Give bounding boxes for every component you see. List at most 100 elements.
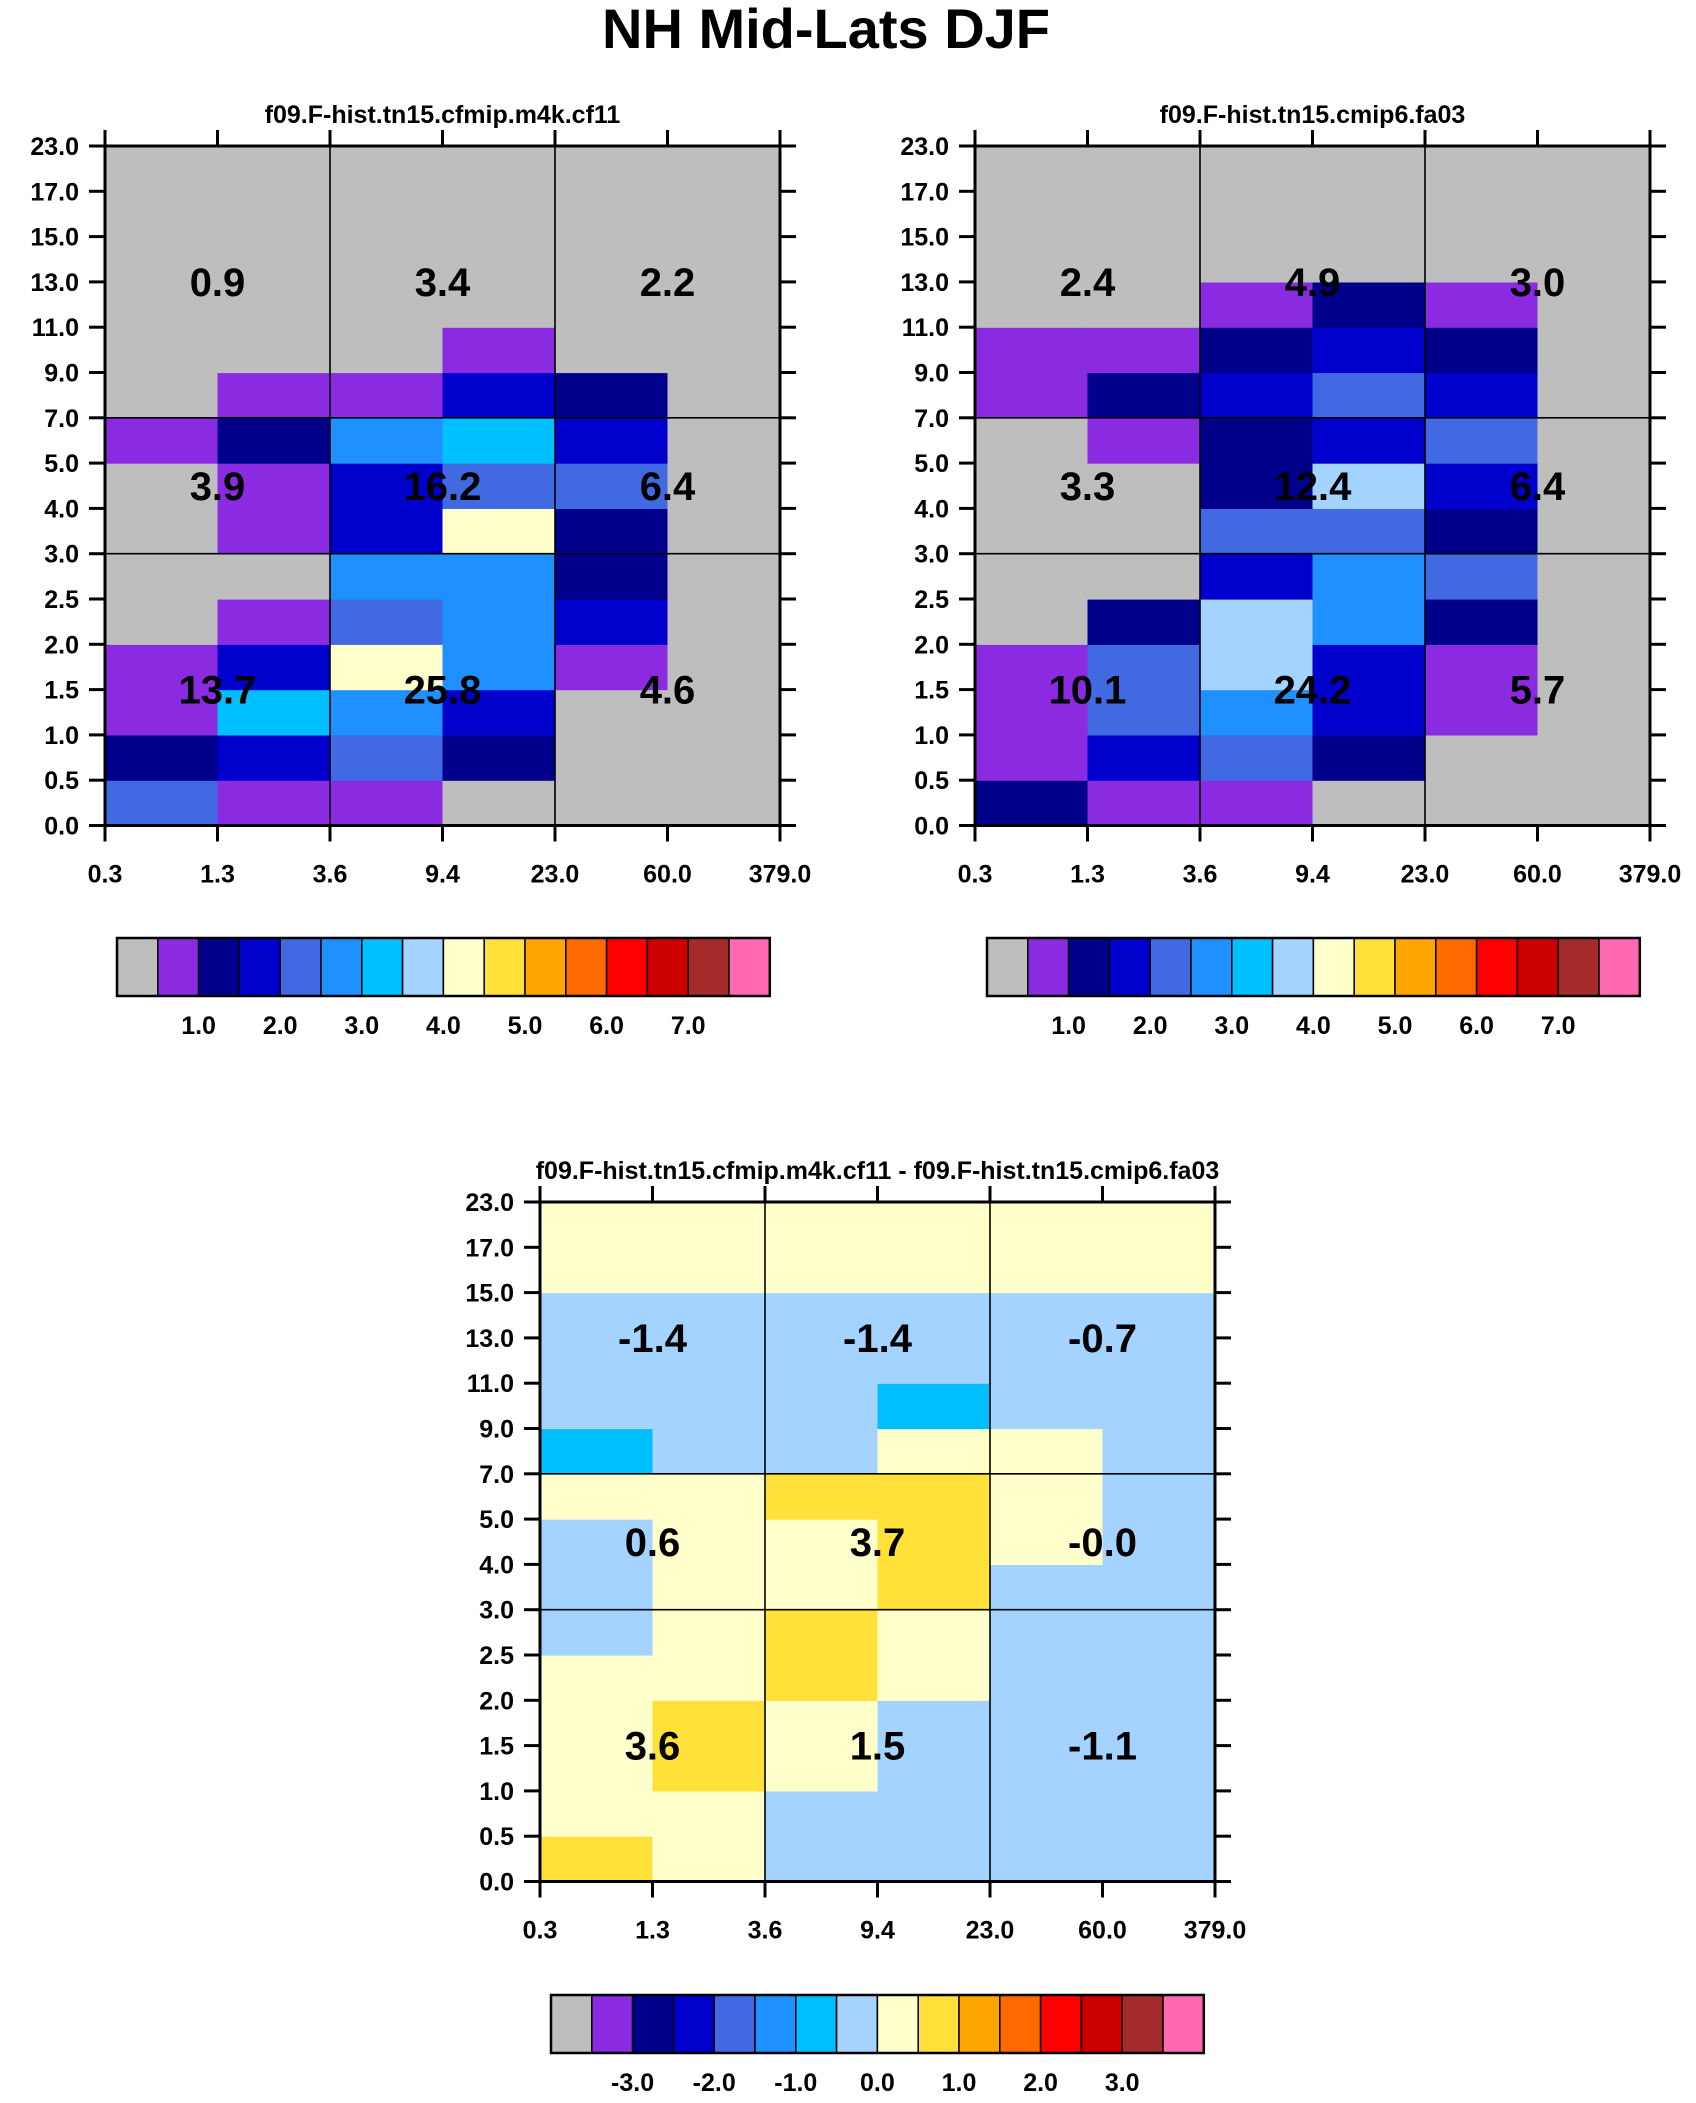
y-tick-label: 9.0 <box>479 1416 514 1444</box>
colorbar-swatch <box>1475 937 1519 997</box>
heatmap-cell <box>330 372 444 419</box>
group-value-label: 2.4 <box>1060 261 1116 305</box>
heatmap-cell <box>990 1790 1104 1837</box>
heatmap-cell <box>1537 508 1651 555</box>
heatmap-cell <box>975 281 1089 328</box>
heatmap-cell <box>1537 146 1651 192</box>
heatmap-cell <box>990 1564 1104 1611</box>
colorbar-frame <box>115 936 772 998</box>
y-tick-label: 2.0 <box>479 1687 514 1715</box>
group-value-label: 10.1 <box>1049 669 1127 713</box>
heatmap-cell <box>1200 281 1314 328</box>
y-tick-label: 1.5 <box>914 677 949 705</box>
heatmap-cell <box>1102 1564 1216 1611</box>
group-value-label: 0.6 <box>625 1521 681 1565</box>
y-tick-label: 5.0 <box>479 1506 514 1534</box>
heatmap-cell <box>540 1247 654 1294</box>
heatmap-cell <box>442 780 556 827</box>
group-value-label: -1.4 <box>618 1317 688 1361</box>
heatmap-cell <box>330 553 444 600</box>
heatmap-cell <box>105 372 219 419</box>
heatmap-cell <box>990 1836 1104 1883</box>
heatmap-cell <box>105 780 219 827</box>
heatmap-cell <box>1200 146 1314 192</box>
heatmap-cell <box>540 1383 654 1430</box>
heatmap-cell <box>975 327 1089 374</box>
heatmap-cell <box>1425 191 1539 238</box>
colorbar-swatch <box>442 937 485 997</box>
heatmap-cell <box>555 780 669 827</box>
heatmap-cell <box>765 1292 879 1339</box>
x-tick-label: 23.0 <box>966 1917 1015 1945</box>
colorbar-frame <box>985 936 1642 998</box>
colorbar-label: -2.0 <box>693 2069 736 2097</box>
group-value-label: 3.6 <box>625 1725 681 1769</box>
colorbar: 1.0 2.0 3.0 4.0 5.0 6.0 7.0 <box>985 936 1642 1040</box>
colorbar-label: 5.0 <box>508 1012 543 1040</box>
heatmap-cell <box>330 236 444 283</box>
y-tick-label: 15.0 <box>30 224 79 252</box>
heatmap-cell <box>652 1292 766 1339</box>
heatmap-cell <box>540 1519 654 1565</box>
colorbar-label: 2.0 <box>1133 1012 1168 1040</box>
x-tick-label: 60.0 <box>1513 861 1562 889</box>
colorbar-swatch <box>754 1994 797 2054</box>
colorbar-label: 1.0 <box>942 2069 977 2097</box>
colorbar-swatch <box>197 937 241 997</box>
heatmap-cell <box>1102 1247 1216 1294</box>
colorbar-swatch <box>646 937 689 997</box>
group-value-label: 0.9 <box>190 261 246 305</box>
heatmap-cell <box>765 1790 879 1837</box>
heatmap-cell <box>1087 146 1201 192</box>
y-tick-label: 0.5 <box>914 767 949 795</box>
heatmap-cell <box>105 463 219 509</box>
heatmap-cell <box>442 417 556 464</box>
heatmap-cell <box>877 1790 991 1837</box>
heatmap-cell <box>667 734 781 781</box>
heatmap-cell <box>1200 463 1314 509</box>
heatmap-panel-2: f09.F-hist.tn15.cmip6.fa03 0.0 0.5 1.0 1.5 2.… <box>900 101 1681 1040</box>
y-tick-label: 15.0 <box>465 1280 514 1308</box>
heatmap-cell <box>1312 146 1426 192</box>
heatmap-cell <box>652 1790 766 1837</box>
heatmap-cell <box>105 599 219 645</box>
heatmap-cell <box>1425 599 1539 645</box>
colorbar-swatch <box>835 1994 879 2054</box>
heatmap-cell <box>442 236 556 283</box>
heatmap-cell <box>1087 463 1201 509</box>
heatmap-cell <box>877 1564 991 1611</box>
heatmap-cell <box>330 417 444 464</box>
colorbar: 1.0 2.0 3.0 4.0 5.0 6.0 7.0 <box>115 936 772 1040</box>
heatmap-cell <box>990 1247 1104 1294</box>
colorbar-swatch <box>1039 1994 1083 2054</box>
colorbar-swatch <box>1080 1994 1123 2054</box>
heatmap-cell <box>1537 644 1651 691</box>
heatmap-cell <box>217 508 331 555</box>
group-value-label: 3.0 <box>1510 261 1566 305</box>
heatmap-cell <box>1087 508 1201 555</box>
heatmap-cell <box>1102 1745 1216 1792</box>
heatmap-cell <box>1312 281 1426 328</box>
heatmap-cell <box>555 644 669 691</box>
heatmap-cell <box>555 417 669 464</box>
x-tick-label: 23.0 <box>531 861 580 889</box>
heatmap-cell <box>1425 734 1539 781</box>
heatmap-cell <box>667 553 781 600</box>
heatmap-cell <box>105 508 219 555</box>
heatmap-cell <box>330 463 444 509</box>
y-tick-label: 13.0 <box>30 269 79 297</box>
heatmap-cell <box>1102 1655 1216 1701</box>
colorbar-swatch <box>1149 937 1192 997</box>
colorbar-swatch <box>1557 937 1600 997</box>
heatmap-cell <box>1200 417 1314 464</box>
heatmap-cell <box>975 644 1089 691</box>
panel-title: f09.F-hist.tn15.cmip6.fa03 <box>1160 101 1466 129</box>
x-tick-label: 1.3 <box>635 1917 670 1945</box>
heatmap-cell <box>330 508 444 555</box>
heatmap-cell <box>667 372 781 419</box>
heatmap-cell <box>1102 1337 1216 1384</box>
colorbar-swatch <box>157 937 200 997</box>
x-tick-label: 9.4 <box>1295 861 1330 889</box>
heatmap-cell <box>442 644 556 691</box>
colorbar-label: 4.0 <box>426 1012 461 1040</box>
